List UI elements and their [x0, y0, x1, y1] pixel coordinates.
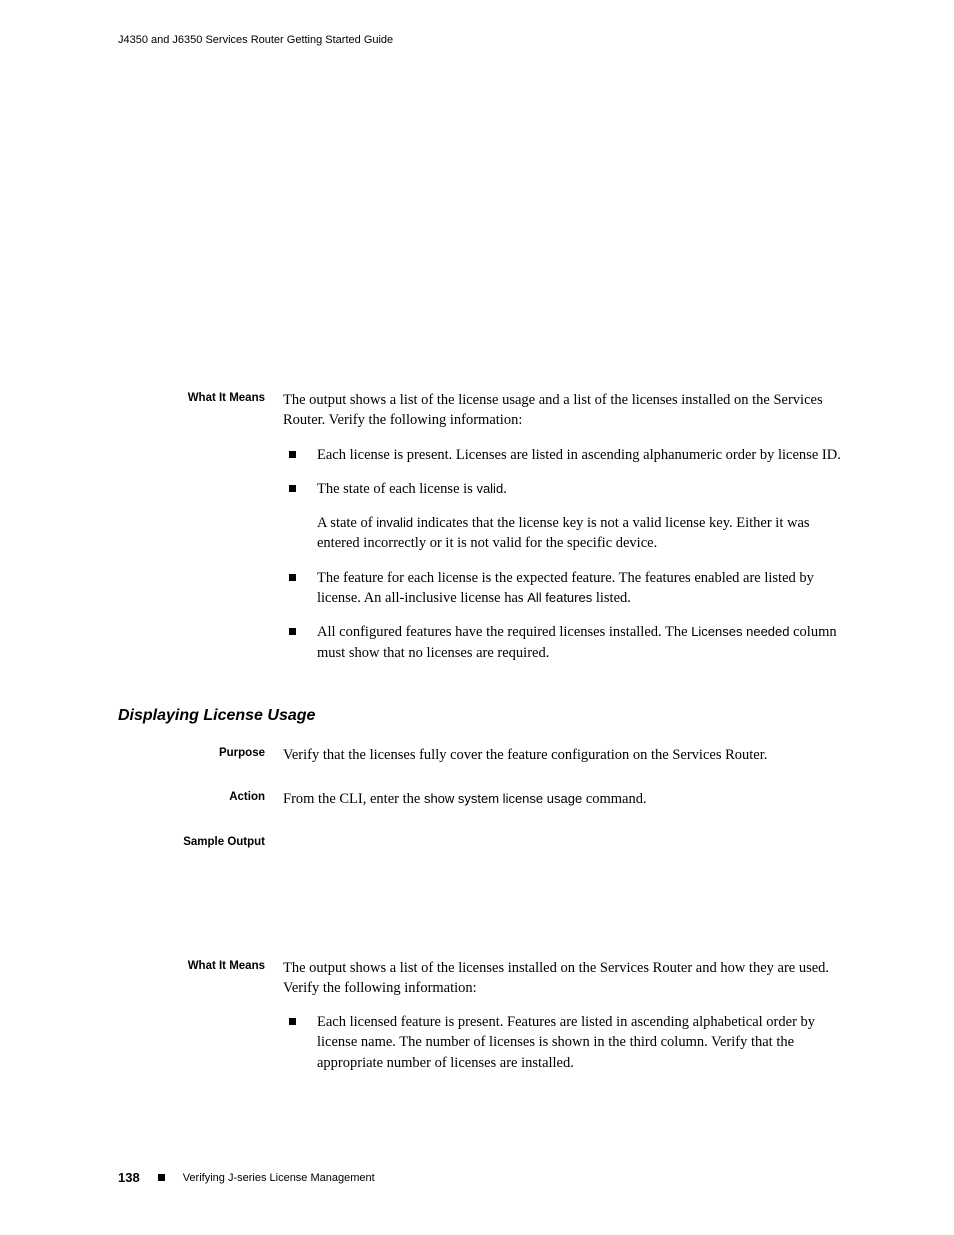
list-item: Each license is present. Licenses are li…: [283, 445, 854, 465]
body-purpose: Verify that the licenses fully cover the…: [283, 745, 854, 779]
side-label-sample-output: Sample Output: [118, 834, 283, 848]
purpose-text: Verify that the licenses fully cover the…: [283, 745, 854, 765]
bullet-text-after: listed.: [592, 590, 631, 606]
action-block: Action From the CLI, enter the show syst…: [118, 789, 854, 823]
inline-term: Licenses needed: [691, 624, 789, 639]
body-action: From the CLI, enter the show system lice…: [283, 789, 854, 823]
intro-paragraph-2: The output shows a list of the licenses …: [283, 958, 854, 999]
footer-bullet-icon: [158, 1174, 165, 1181]
side-label-what-it-means-2: What It Means: [118, 958, 283, 1087]
sub-paragraph: A state of invalid indicates that the li…: [317, 513, 854, 554]
inline-term: valid: [476, 481, 503, 496]
side-label-purpose: Purpose: [118, 745, 283, 779]
bullet-text: The state of each license is: [317, 481, 476, 497]
action-text: From the CLI, enter the show system lice…: [283, 789, 854, 809]
bullet-list: Each license is present. Licenses are li…: [283, 445, 854, 663]
list-item: The feature for each license is the expe…: [283, 568, 854, 609]
bullet-text: Each licensed feature is present. Featur…: [317, 1014, 815, 1071]
what-it-means-block-2: What It Means The output shows a list of…: [118, 958, 854, 1087]
body-sample-output: [283, 834, 854, 848]
bullet-text: All configured features have the require…: [317, 624, 691, 640]
section-heading-displaying-license-usage: Displaying License Usage: [118, 707, 854, 725]
action-after: command.: [582, 791, 646, 807]
bullet-list-2: Each licensed feature is present. Featur…: [283, 1012, 854, 1073]
bullet-text: Each license is present. Licenses are li…: [317, 447, 841, 463]
body-what-it-means: The output shows a list of the license u…: [283, 390, 854, 677]
side-label-action: Action: [118, 789, 283, 823]
page-content: What It Means The output shows a list of…: [118, 390, 854, 1101]
list-item: The state of each license is valid. A st…: [283, 479, 854, 554]
intro-paragraph: The output shows a list of the license u…: [283, 390, 854, 431]
bullet-text-after: .: [503, 481, 507, 497]
inline-term: invalid: [376, 515, 413, 530]
list-item: All configured features have the require…: [283, 622, 854, 663]
what-it-means-block-1: What It Means The output shows a list of…: [118, 390, 854, 677]
sample-output-block: Sample Output: [118, 834, 854, 848]
page-number: 138: [118, 1170, 140, 1185]
sub-text-before: A state of: [317, 515, 376, 531]
inline-command: show system license usage: [424, 791, 582, 806]
purpose-block: Purpose Verify that the licenses fully c…: [118, 745, 854, 779]
inline-term: All features: [527, 590, 592, 605]
side-label-what-it-means: What It Means: [118, 390, 283, 677]
action-before: From the CLI, enter the: [283, 791, 424, 807]
page-footer: 138 Verifying J-series License Managemen…: [118, 1170, 375, 1185]
body-what-it-means-2: The output shows a list of the licenses …: [283, 958, 854, 1087]
footer-title: Verifying J-series License Management: [183, 1172, 375, 1184]
list-item: Each licensed feature is present. Featur…: [283, 1012, 854, 1073]
running-header: J4350 and J6350 Services Router Getting …: [118, 34, 393, 46]
